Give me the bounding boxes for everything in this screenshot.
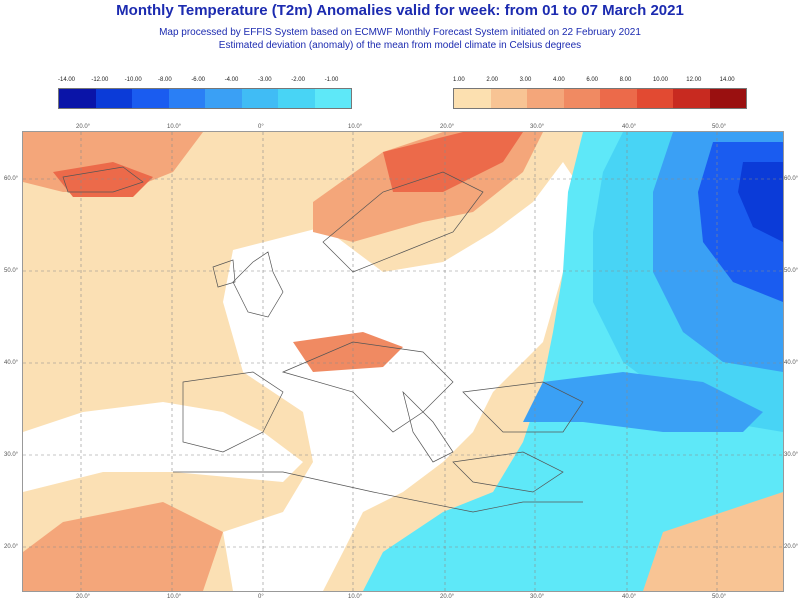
legend-swatch <box>673 89 710 108</box>
tick-label: 30.0° <box>530 594 545 600</box>
map-subtitle-units: Estimated deviation (anomaly) of the mea… <box>218 40 582 51</box>
legend-swatch <box>600 89 637 108</box>
legend-label: 4.00 <box>552 77 565 83</box>
tick-label: 30.0° <box>784 452 799 458</box>
tick-label: 20.0° <box>76 124 91 130</box>
tick-label: 10.0° <box>348 124 363 130</box>
top-longitude-ticks: 20.0° 10.0° 0° 10.0° 20.0° 30.0° 40.0° 5… <box>0 124 800 132</box>
legend-label: 1.00 <box>453 77 465 83</box>
tick-label: 20.0° <box>440 594 455 600</box>
legend-label: -1.00 <box>324 77 339 83</box>
legend-label: -2.00 <box>291 77 305 83</box>
map-subtitle-processing: Map processed by EFFIS System based on E… <box>159 27 641 38</box>
tick-label: 50.0° <box>712 124 727 130</box>
legend-warm-labels: 1.00 2.00 3.00 4.00 6.00 8.00 10.00 12.0… <box>453 77 753 83</box>
right-latitude-ticks: 60.0° 50.0° 40.0° 30.0° 20.0° <box>784 0 800 613</box>
legend-warm-scale <box>453 88 747 109</box>
legend-swatch <box>527 89 564 108</box>
cold-anomaly-zone <box>523 372 763 432</box>
tick-label: 0° <box>258 124 264 130</box>
legend-label: -4.00 <box>224 77 239 83</box>
legend-label: 2.00 <box>486 77 499 83</box>
legend-swatch <box>314 89 351 108</box>
legend-swatch <box>205 89 242 108</box>
warm-anomaly-zone <box>293 332 403 372</box>
legend-swatch <box>636 89 673 108</box>
legend-label: 14.00 <box>719 77 735 83</box>
warm-anomaly-zone <box>643 492 783 591</box>
legend-label: 3.00 <box>519 77 532 83</box>
tick-label: 50.0° <box>784 268 799 274</box>
legend-swatch <box>241 89 278 108</box>
legend-swatch <box>563 89 600 108</box>
tick-label: 60.0° <box>4 176 19 182</box>
legend-swatch <box>278 89 315 108</box>
coastlines <box>62 166 584 513</box>
legend-swatch <box>132 89 169 108</box>
tick-label: 10.0° <box>167 594 182 600</box>
tick-label: 40.0° <box>622 124 637 130</box>
legend-label: 6.00 <box>586 77 598 83</box>
tick-label: 10.0° <box>348 594 363 600</box>
tick-label: 0° <box>258 594 264 600</box>
legend-swatch <box>59 89 96 108</box>
legend-swatch <box>490 89 527 108</box>
tick-label: 10.0° <box>167 124 182 130</box>
legend-label: -6.00 <box>191 77 205 83</box>
legend-swatch <box>709 89 746 108</box>
tick-label: 60.0° <box>784 176 799 182</box>
tick-label: 30.0° <box>4 452 19 458</box>
tick-label: 40.0° <box>622 594 637 600</box>
legend-label: -10.00 <box>124 77 142 83</box>
warm-anomaly-zone <box>23 502 223 591</box>
legend-label: -12.00 <box>91 77 109 83</box>
legend-label: 8.00 <box>619 77 632 83</box>
tick-label: 50.0° <box>712 594 727 600</box>
neutral-anomaly-zone <box>223 162 583 591</box>
legend-swatch <box>168 89 205 108</box>
warm-anomaly-zone <box>383 132 523 192</box>
legend-swatch <box>454 89 491 108</box>
legend-cold-scale <box>58 88 352 109</box>
map-title: Monthly Temperature (T2m) Anomalies vali… <box>116 2 684 19</box>
legend-label: 12.00 <box>686 77 702 83</box>
anomaly-map-svg <box>23 132 783 591</box>
legend-label: -8.00 <box>157 77 172 83</box>
left-latitude-ticks: 60.0° 50.0° 40.0° 30.0° 20.0° <box>4 0 24 613</box>
bottom-longitude-ticks: 20.0° 10.0° 0° 10.0° 20.0° 30.0° 40.0° 5… <box>0 594 800 602</box>
legend-label: -14.00 <box>58 77 76 83</box>
tick-label: 40.0° <box>4 360 19 366</box>
tick-label: 30.0° <box>530 124 545 130</box>
cold-anomaly-zone <box>738 162 783 242</box>
anomaly-map <box>22 131 784 592</box>
legend-label: 10.00 <box>652 77 668 83</box>
coordinate-grid <box>23 132 783 591</box>
neutral-anomaly-zone <box>23 402 303 492</box>
legend-label: -3.00 <box>257 77 272 83</box>
tick-label: 20.0° <box>440 124 455 130</box>
tick-label: 50.0° <box>4 268 19 274</box>
legend-swatch <box>95 89 132 108</box>
legend-cold-labels: -14.00 -12.00 -10.00 -8.00 -6.00 -4.00 -… <box>58 77 358 83</box>
tick-label: 20.0° <box>4 544 19 550</box>
tick-label: 40.0° <box>784 360 799 366</box>
tick-label: 20.0° <box>76 594 91 600</box>
tick-label: 20.0° <box>784 544 799 550</box>
